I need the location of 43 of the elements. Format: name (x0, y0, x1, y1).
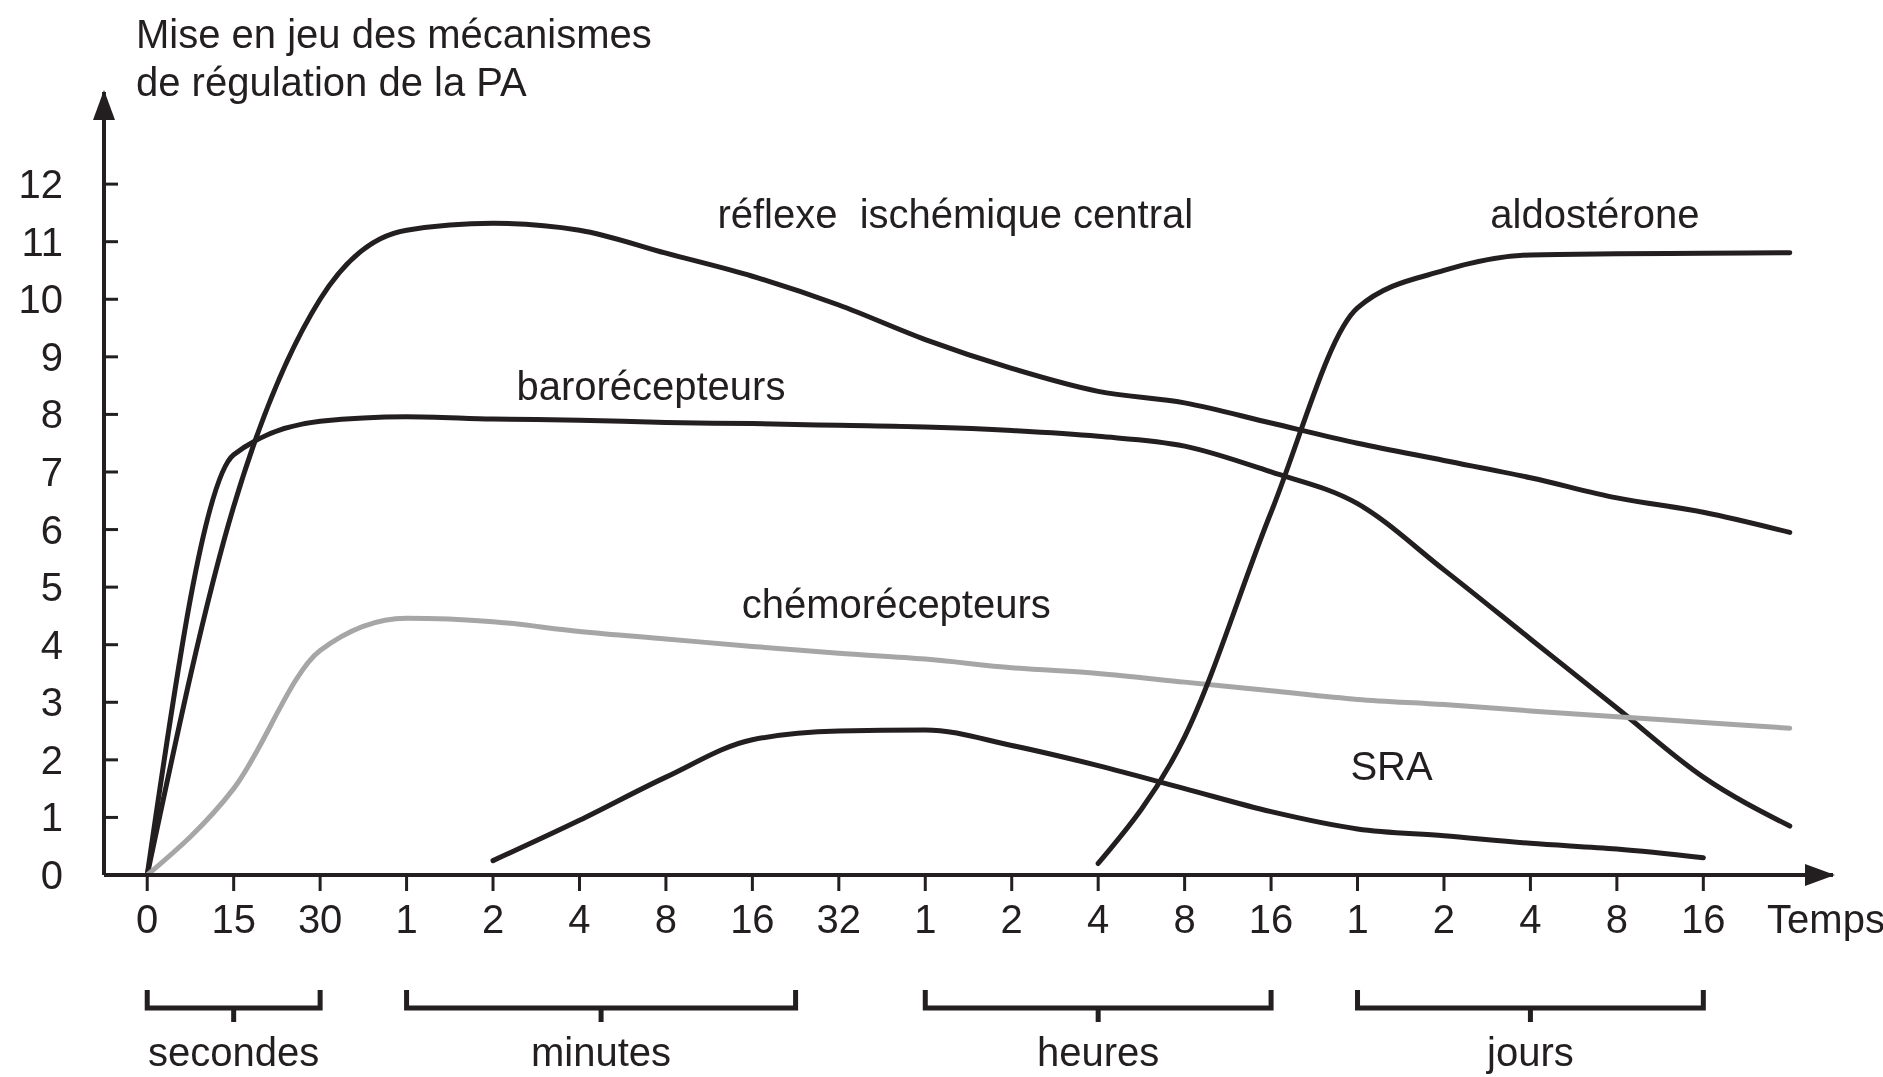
series-label: barorécepteurs (516, 364, 786, 409)
x-tick-label: 0 (136, 897, 159, 941)
text: minutes (531, 1030, 672, 1074)
x-tick-label: 16 (1681, 897, 1726, 941)
y-tick-label: 3 (40, 680, 63, 725)
y-tick-label: 6 (40, 507, 63, 552)
x-tick-label: 30 (297, 897, 343, 941)
y-tick-label: 7 (40, 449, 63, 494)
y-tick-label: 11 (21, 219, 63, 264)
series-label: chémorécepteurs (741, 582, 1051, 627)
y-tick-label: 0 (40, 853, 63, 897)
y-tick-label: 2 (40, 737, 63, 782)
y-tick-label: 9 (40, 334, 63, 379)
x-tick-label: 15 (211, 897, 256, 941)
x-tick-label: 16 (1248, 897, 1294, 941)
series-label: réflexe ischémique central (717, 191, 1194, 236)
x-tick-label: 4 (1519, 897, 1542, 941)
y-tick-label: 4 (40, 622, 63, 667)
series-label: aldostérone (1490, 191, 1700, 236)
x-tick-label: 32 (816, 897, 862, 941)
x-tick-label: 8 (1173, 897, 1196, 941)
x-tick-label: 2 (1432, 897, 1456, 941)
x-tick-label: 2 (1000, 897, 1023, 941)
series-label: SRA (1350, 743, 1433, 788)
y-tick-label: 5 (40, 565, 63, 610)
text: secondes (148, 1030, 320, 1074)
x-tick-label: 8 (654, 897, 678, 941)
x-tick-label: 4 (568, 897, 591, 941)
x-tick-label: 8 (1605, 897, 1628, 941)
text: jours (1486, 1030, 1574, 1074)
x-axis-title: Temps (1767, 897, 1883, 941)
x-tick-label: 4 (1087, 897, 1110, 941)
y-tick-label: 12 (18, 162, 63, 207)
x-tick-label: 1 (395, 897, 418, 941)
y-tick-label: 10 (18, 277, 63, 322)
y-axis-title: Mise en jeu des mécanismes de régulation de la PA (136, 12, 652, 104)
text: heures (1037, 1030, 1160, 1074)
x-tick-label: 2 (481, 897, 505, 941)
x-tick-label: 1 (1346, 897, 1369, 941)
x-tick-label: 16 (730, 897, 775, 941)
x-tick-label: 1 (914, 897, 937, 941)
y-tick-label: 8 (40, 392, 63, 437)
y-tick-label: 1 (40, 795, 63, 840)
